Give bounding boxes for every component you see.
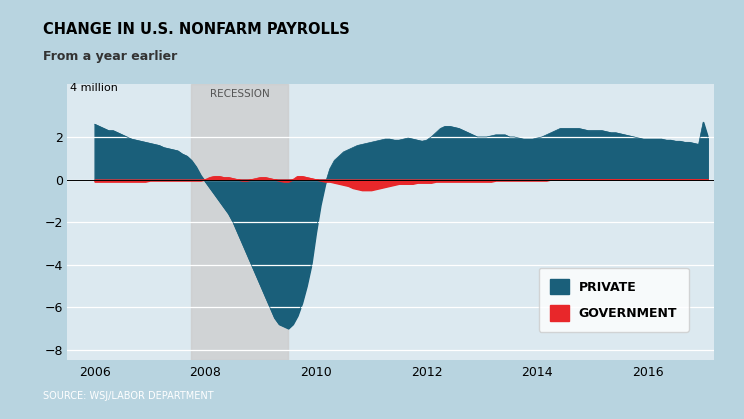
Legend: PRIVATE, GOVERNMENT: PRIVATE, GOVERNMENT <box>539 268 688 332</box>
Text: RECESSION: RECESSION <box>210 89 270 99</box>
Bar <box>191 84 288 360</box>
Text: 4 million: 4 million <box>70 83 118 93</box>
Text: From a year earlier: From a year earlier <box>43 50 178 63</box>
Text: CHANGE IN U.S. NONFARM PAYROLLS: CHANGE IN U.S. NONFARM PAYROLLS <box>43 22 350 37</box>
Text: SOURCE: WSJ/LABOR DEPARTMENT: SOURCE: WSJ/LABOR DEPARTMENT <box>43 391 214 401</box>
